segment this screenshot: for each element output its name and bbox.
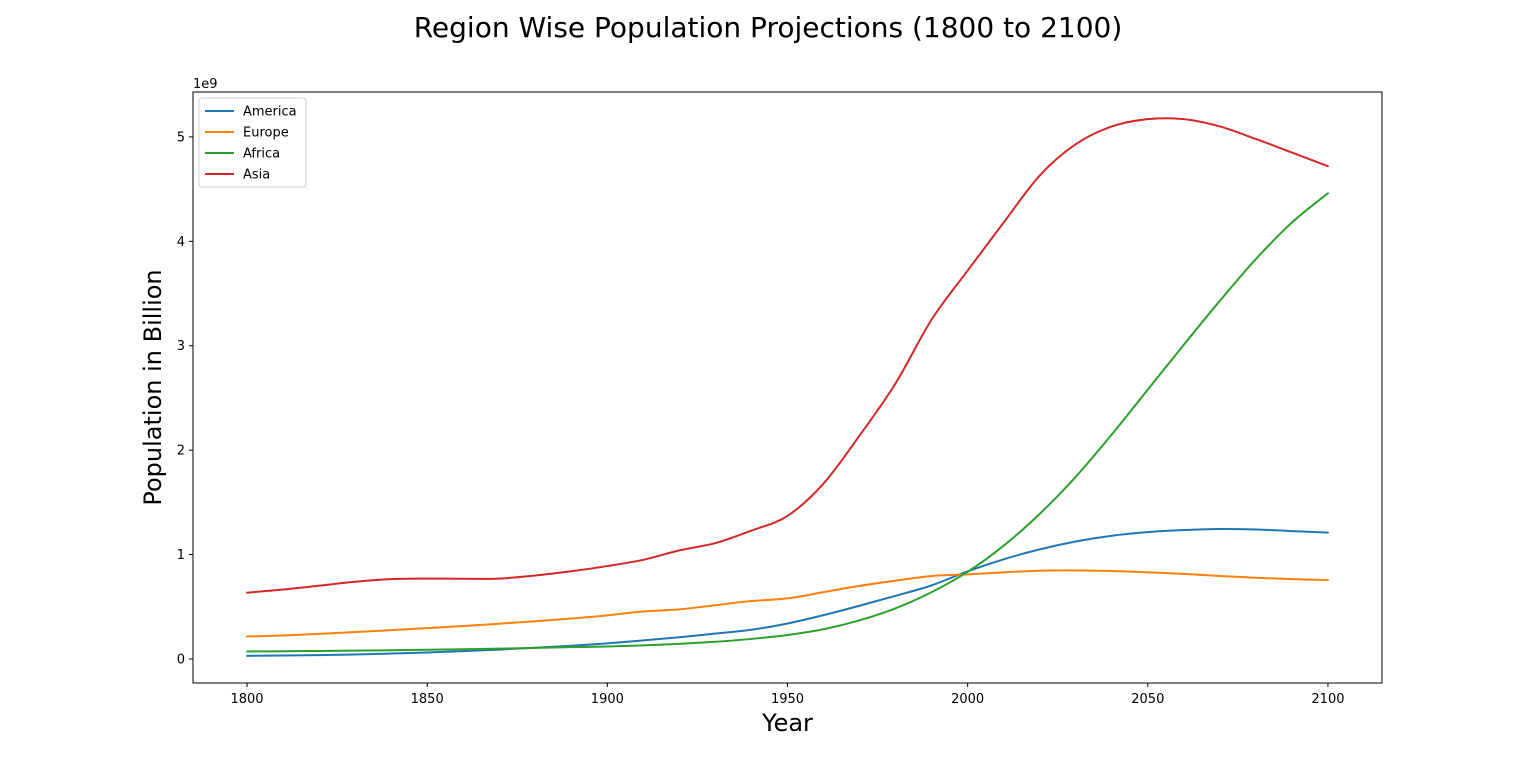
x-tick-label: 1900 bbox=[591, 692, 624, 707]
x-axis-title: Year bbox=[761, 709, 813, 737]
y-tick-label: 5 bbox=[177, 130, 185, 145]
legend-label-europe: Europe bbox=[243, 126, 289, 141]
y-axis: 0 1 2 3 4 5 bbox=[177, 130, 193, 667]
x-tick-label: 2000 bbox=[951, 692, 984, 707]
series-line-asia bbox=[246, 117, 1329, 594]
y-tick-label: 2 bbox=[177, 444, 185, 459]
legend-label-asia: Asia bbox=[243, 168, 270, 183]
x-tick-label: 2050 bbox=[1131, 692, 1164, 707]
x-tick-label: 1950 bbox=[771, 692, 804, 707]
y-offset-label: 1e9 bbox=[193, 77, 218, 92]
series-layer bbox=[246, 117, 1329, 657]
y-tick-label: 4 bbox=[177, 235, 185, 250]
legend-label-africa: Africa bbox=[243, 147, 280, 162]
series-line-africa bbox=[246, 192, 1329, 653]
legend: America Europe Africa Asia bbox=[198, 97, 307, 188]
y-tick-label: 0 bbox=[177, 652, 185, 667]
series-line-america bbox=[246, 527, 1329, 657]
chart-title: Region Wise Population Projections (1800… bbox=[414, 11, 1123, 44]
y-axis-title: Population in Billion bbox=[139, 269, 167, 505]
series-line-europe bbox=[246, 569, 1329, 638]
x-tick-label: 1850 bbox=[411, 692, 444, 707]
y-tick-label: 3 bbox=[177, 339, 185, 354]
y-tick-label: 1 bbox=[177, 548, 185, 563]
x-tick-label: 1800 bbox=[230, 692, 263, 707]
x-axis: 1800 1850 1900 1950 2000 2050 2100 bbox=[230, 683, 1345, 707]
x-tick-label: 2100 bbox=[1311, 692, 1344, 707]
legend-box bbox=[198, 97, 307, 188]
legend-label-america: America bbox=[243, 105, 297, 120]
